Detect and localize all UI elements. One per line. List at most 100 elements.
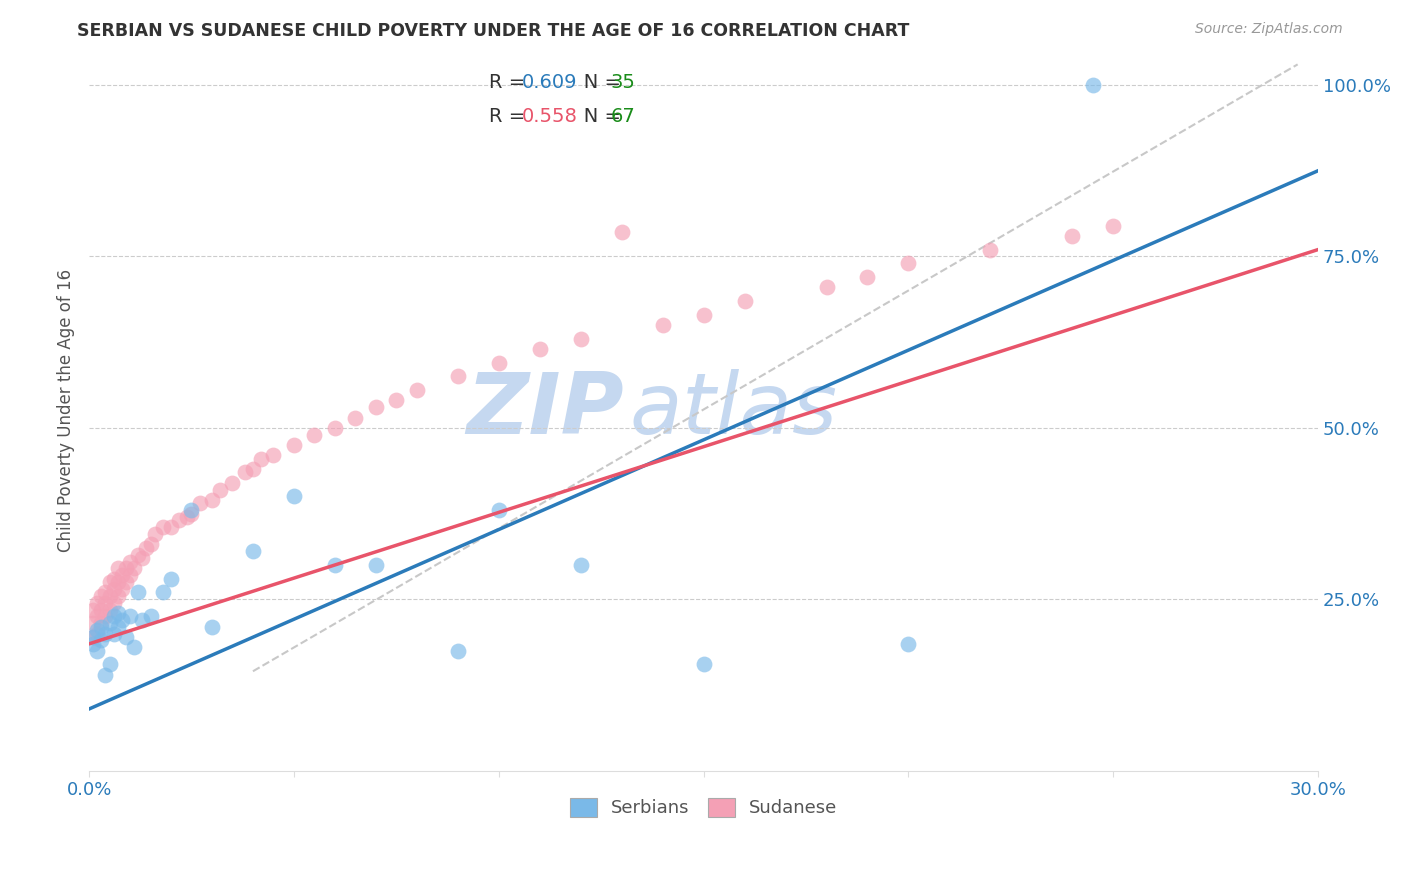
Point — [103, 609, 125, 624]
Text: atlas: atlas — [630, 369, 838, 452]
Point — [176, 510, 198, 524]
Point — [111, 613, 134, 627]
Point — [82, 616, 104, 631]
Point — [98, 602, 121, 616]
Point — [447, 643, 470, 657]
Text: R =: R = — [488, 73, 531, 92]
Point — [167, 513, 190, 527]
Text: 35: 35 — [610, 73, 636, 92]
Point — [188, 496, 211, 510]
Point — [98, 657, 121, 672]
Point — [180, 503, 202, 517]
Point — [107, 561, 129, 575]
Point — [90, 620, 112, 634]
Point — [262, 448, 284, 462]
Point — [107, 589, 129, 603]
Point — [131, 613, 153, 627]
Point — [344, 410, 367, 425]
Point — [139, 537, 162, 551]
Point — [90, 616, 112, 631]
Point — [86, 626, 108, 640]
Text: N =: N = — [565, 107, 627, 127]
Point — [103, 626, 125, 640]
Point — [242, 462, 264, 476]
Point — [233, 466, 256, 480]
Point — [94, 609, 117, 624]
Point — [569, 558, 592, 572]
Point — [651, 318, 673, 332]
Text: 0.609: 0.609 — [522, 73, 578, 92]
Point — [115, 575, 138, 590]
Point — [139, 609, 162, 624]
Point — [692, 308, 714, 322]
Text: SERBIAN VS SUDANESE CHILD POVERTY UNDER THE AGE OF 16 CORRELATION CHART: SERBIAN VS SUDANESE CHILD POVERTY UNDER … — [77, 22, 910, 40]
Point — [94, 596, 117, 610]
Point — [94, 667, 117, 681]
Point — [118, 609, 141, 624]
Point — [118, 555, 141, 569]
Point — [82, 630, 104, 644]
Point — [127, 585, 149, 599]
Point — [1081, 78, 1104, 92]
Text: R =: R = — [488, 107, 531, 127]
Point — [201, 492, 224, 507]
Point — [94, 585, 117, 599]
Point — [115, 630, 138, 644]
Point — [364, 558, 387, 572]
Point — [107, 575, 129, 590]
Point — [569, 332, 592, 346]
Point — [692, 657, 714, 672]
Point — [1062, 228, 1084, 243]
Point — [610, 226, 633, 240]
Point — [250, 451, 273, 466]
Point — [90, 633, 112, 648]
Point — [143, 527, 166, 541]
Point — [815, 280, 838, 294]
Point — [979, 243, 1001, 257]
Point — [283, 438, 305, 452]
Point — [304, 427, 326, 442]
Point — [103, 596, 125, 610]
Point — [94, 626, 117, 640]
Y-axis label: Child Poverty Under the Age of 16: Child Poverty Under the Age of 16 — [58, 269, 75, 552]
Point — [103, 582, 125, 596]
Point — [82, 602, 104, 616]
Point — [86, 623, 108, 637]
Point — [856, 270, 879, 285]
Point — [364, 401, 387, 415]
Point — [111, 582, 134, 596]
Point — [107, 620, 129, 634]
Point — [98, 575, 121, 590]
Point — [86, 609, 108, 624]
Point — [111, 568, 134, 582]
Point — [323, 558, 346, 572]
Point — [127, 548, 149, 562]
Text: 67: 67 — [610, 107, 636, 127]
Point — [201, 620, 224, 634]
Point — [103, 572, 125, 586]
Text: 0.558: 0.558 — [522, 107, 578, 127]
Text: N =: N = — [565, 73, 627, 92]
Point — [107, 606, 129, 620]
Point — [86, 643, 108, 657]
Point — [86, 596, 108, 610]
Point — [447, 369, 470, 384]
Point — [488, 503, 510, 517]
Point — [135, 541, 157, 555]
Point — [180, 507, 202, 521]
Point — [122, 561, 145, 575]
Point — [98, 616, 121, 631]
Point — [131, 551, 153, 566]
Point — [152, 520, 174, 534]
Point — [152, 585, 174, 599]
Point — [118, 568, 141, 582]
Point — [221, 475, 243, 490]
Point — [90, 602, 112, 616]
Point — [122, 640, 145, 655]
Point — [82, 630, 104, 644]
Point — [529, 342, 551, 356]
Point — [385, 393, 408, 408]
Point — [734, 293, 756, 308]
Point — [115, 561, 138, 575]
Point — [82, 637, 104, 651]
